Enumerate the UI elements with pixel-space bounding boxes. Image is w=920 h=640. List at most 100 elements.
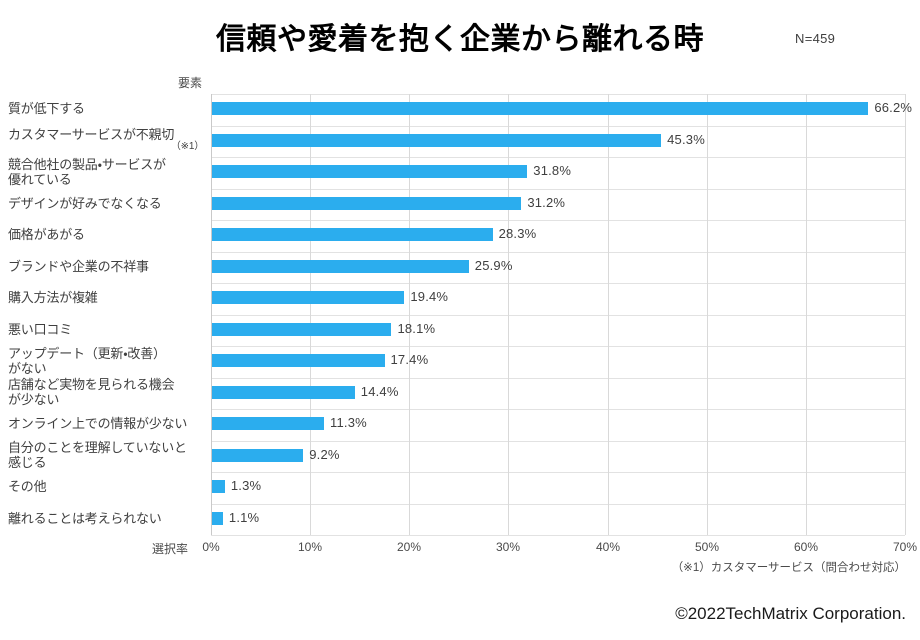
horizontal-gridline bbox=[211, 283, 905, 284]
category-label-line: デザインが好みでなくなる bbox=[8, 195, 162, 211]
bar-value-label: 28.3% bbox=[498, 226, 537, 242]
bar-value-label: 45.3% bbox=[667, 131, 705, 147]
category-label-line: カスタマーサービスが不親切 bbox=[8, 127, 175, 143]
bar bbox=[212, 385, 355, 399]
category-label: 自分のことを理解していないと 感じる bbox=[8, 440, 206, 470]
horizontal-gridline bbox=[211, 252, 905, 253]
horizontal-gridlines bbox=[211, 94, 905, 536]
bar-value-label: 31.2% bbox=[527, 194, 566, 210]
bar-value-label: 19.4% bbox=[410, 289, 449, 305]
bar bbox=[212, 480, 225, 494]
bar-value-label: 31.8% bbox=[533, 163, 572, 179]
value-axis-tick-label: 40% bbox=[595, 540, 621, 554]
category-label: 競合他社の製品・サービスが 優れている bbox=[8, 157, 206, 187]
category-label: 悪い口コミ bbox=[8, 322, 206, 337]
category-label-line: 優れている bbox=[8, 171, 72, 187]
sample-size-annotation: N=459 bbox=[795, 31, 836, 46]
category-label-line: 価格があがる bbox=[8, 227, 85, 243]
bar bbox=[212, 511, 223, 525]
bar-value-label: 1.1% bbox=[228, 509, 260, 525]
category-label-line: 店舗など実物を見られる機会 bbox=[8, 377, 175, 393]
category-label: 購入方法が複雑 bbox=[8, 290, 206, 305]
category-label: オンライン上での情報が少ない bbox=[8, 416, 206, 431]
category-label: アップデート（更新・改善） がない bbox=[8, 346, 206, 376]
horizontal-gridline bbox=[211, 94, 905, 95]
category-label-line: アップデート（更新・改善） bbox=[8, 345, 166, 361]
bar-value-label: 11.3% bbox=[330, 415, 367, 431]
horizontal-gridline bbox=[211, 157, 905, 158]
horizontal-gridline bbox=[211, 504, 905, 505]
value-axis-tick-label: 10% bbox=[297, 540, 323, 554]
vertical-gridline bbox=[905, 94, 906, 535]
category-axis-title: 要素 bbox=[178, 76, 203, 90]
category-label: その他 bbox=[8, 479, 206, 494]
category-label-line: 感じる bbox=[8, 455, 47, 471]
category-label-line: 質が低下する bbox=[8, 101, 85, 117]
vertical-gridline bbox=[806, 94, 807, 535]
category-label-line: オンライン上での情報が少ない bbox=[8, 416, 188, 432]
bar bbox=[212, 228, 493, 242]
horizontal-gridline bbox=[211, 378, 905, 379]
bar bbox=[212, 448, 304, 462]
horizontal-gridline bbox=[211, 220, 905, 221]
page-title: 信頼や愛着を抱く企業から離れる時 bbox=[216, 23, 704, 56]
copyright-notice: ©2022TechMatrix Corporation. bbox=[675, 604, 906, 623]
bar-value-label: 9.2% bbox=[309, 446, 340, 462]
vertical-gridline bbox=[707, 94, 708, 535]
horizontal-gridline bbox=[211, 535, 905, 536]
category-label: カスタマーサービスが不親切 （※1） bbox=[8, 127, 206, 152]
vertical-gridline bbox=[310, 94, 311, 535]
bar bbox=[212, 102, 869, 116]
value-axis-tick-label: 20% bbox=[396, 540, 422, 554]
vertical-gridline bbox=[409, 94, 410, 535]
bar bbox=[212, 322, 392, 336]
bar-value-label: 25.9% bbox=[474, 257, 513, 273]
bar-value-label: 66.2% bbox=[874, 100, 913, 116]
horizontal-gridline bbox=[211, 346, 905, 347]
category-label: 店舗など実物を見られる機会 が少ない bbox=[8, 377, 206, 407]
bar bbox=[212, 133, 662, 147]
value-axis: 0% 10% 20% 30% 40% 50% 60% 70% bbox=[202, 540, 917, 560]
category-label-line: 離れることは考えられない bbox=[8, 510, 162, 526]
category-axis: 質が低下するカスタマーサービスが不親切 （※1） 競合他社の製品・サービスが 優れてい… bbox=[0, 94, 208, 535]
category-label: 価格があがる bbox=[8, 227, 206, 242]
bar-value-label: 18.1% bbox=[397, 320, 436, 336]
category-label-line: その他 bbox=[8, 479, 47, 495]
category-label-footnote-marker: （※1） bbox=[170, 141, 204, 153]
category-label: ブランドや企業の不祥事 bbox=[8, 259, 206, 274]
value-axis-title: 選択率 bbox=[152, 542, 189, 556]
horizontal-gridline bbox=[211, 409, 905, 410]
plot-area: 66.2% 45.3% 31.8% 31.2% 28.3% 25.9% 19.4% 18.1%… bbox=[211, 94, 912, 536]
bar-value-label: 17.4% bbox=[390, 352, 429, 368]
vertical-gridlines bbox=[211, 94, 906, 535]
category-label-line: ブランドや企業の不祥事 bbox=[8, 258, 149, 274]
bar bbox=[212, 259, 469, 273]
vertical-gridline bbox=[608, 94, 609, 535]
bar bbox=[212, 196, 522, 210]
category-label-line: が少ない bbox=[8, 392, 60, 408]
horizontal-gridline bbox=[211, 189, 905, 190]
bar-value-label: 1.3% bbox=[230, 478, 262, 494]
horizontal-gridline bbox=[211, 472, 905, 473]
category-label-line: 悪い口コミ bbox=[8, 321, 73, 337]
bar bbox=[212, 291, 405, 305]
category-label-line: 自分のことを理解していないと bbox=[8, 440, 187, 456]
value-axis-tick-label: 30% bbox=[495, 540, 521, 554]
horizontal-gridline bbox=[211, 126, 905, 127]
category-label-line: 購入方法が複雑 bbox=[8, 290, 98, 306]
bar bbox=[212, 354, 385, 368]
value-axis-tick-label: 60% bbox=[793, 540, 819, 554]
horizontal-gridline bbox=[211, 315, 905, 316]
value-axis-tick-label: 70% bbox=[892, 540, 918, 554]
category-label: デザインが好みでなくなる bbox=[8, 196, 206, 211]
vertical-gridline bbox=[508, 94, 509, 535]
horizontal-gridline bbox=[211, 441, 905, 442]
category-label: 質が低下する bbox=[8, 101, 206, 116]
category-label-line: 競合他社の製品・サービスが bbox=[8, 156, 166, 172]
bar-value-label: 14.4% bbox=[360, 383, 399, 399]
footnote: （※1）カスタマーサービス（問合わせ対応） bbox=[671, 562, 906, 574]
value-axis-tick-label: 50% bbox=[694, 540, 720, 554]
bar bbox=[212, 165, 528, 179]
vertical-gridline bbox=[211, 94, 212, 535]
category-label-line: がない bbox=[8, 360, 47, 376]
